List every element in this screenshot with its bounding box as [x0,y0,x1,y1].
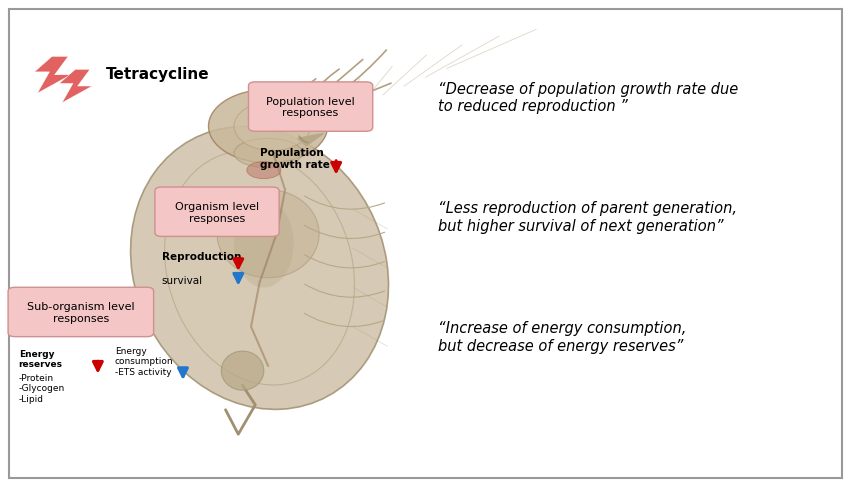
Text: “Less reproduction of parent generation,
but higher survival of next generation”: “Less reproduction of parent generation,… [438,201,737,233]
Ellipse shape [234,200,294,288]
Text: “Increase of energy consumption,
but decrease of energy reserves”: “Increase of energy consumption, but dec… [438,321,687,353]
Ellipse shape [164,152,355,385]
Ellipse shape [208,90,328,163]
Ellipse shape [234,102,311,151]
Ellipse shape [221,351,264,390]
Ellipse shape [247,163,281,180]
Ellipse shape [273,107,297,122]
Text: Population
growth rate: Population growth rate [260,148,329,169]
Text: Population level
responses: Population level responses [266,97,355,118]
Ellipse shape [217,190,319,278]
Text: -Protein
-Glycogen
-Lipid: -Protein -Glycogen -Lipid [19,373,65,403]
Text: survival: survival [162,276,203,285]
FancyBboxPatch shape [155,188,279,237]
Text: Tetracycline: Tetracycline [106,67,210,81]
Polygon shape [298,134,323,146]
Text: Energy
reserves: Energy reserves [19,349,63,368]
Polygon shape [60,70,92,103]
Text: Energy
consumption
-ETS activity: Energy consumption -ETS activity [115,346,174,376]
FancyBboxPatch shape [248,82,373,132]
Ellipse shape [234,139,302,168]
Text: Organism level
responses: Organism level responses [175,202,259,223]
Text: “Decrease of population growth rate due
to reduced reproduction ”: “Decrease of population growth rate due … [438,81,739,114]
Ellipse shape [278,110,285,114]
Text: Reproduction: Reproduction [162,251,241,261]
Ellipse shape [130,127,389,409]
FancyBboxPatch shape [9,288,153,337]
Text: Sub-organism level
responses: Sub-organism level responses [27,302,134,323]
Polygon shape [35,58,71,94]
